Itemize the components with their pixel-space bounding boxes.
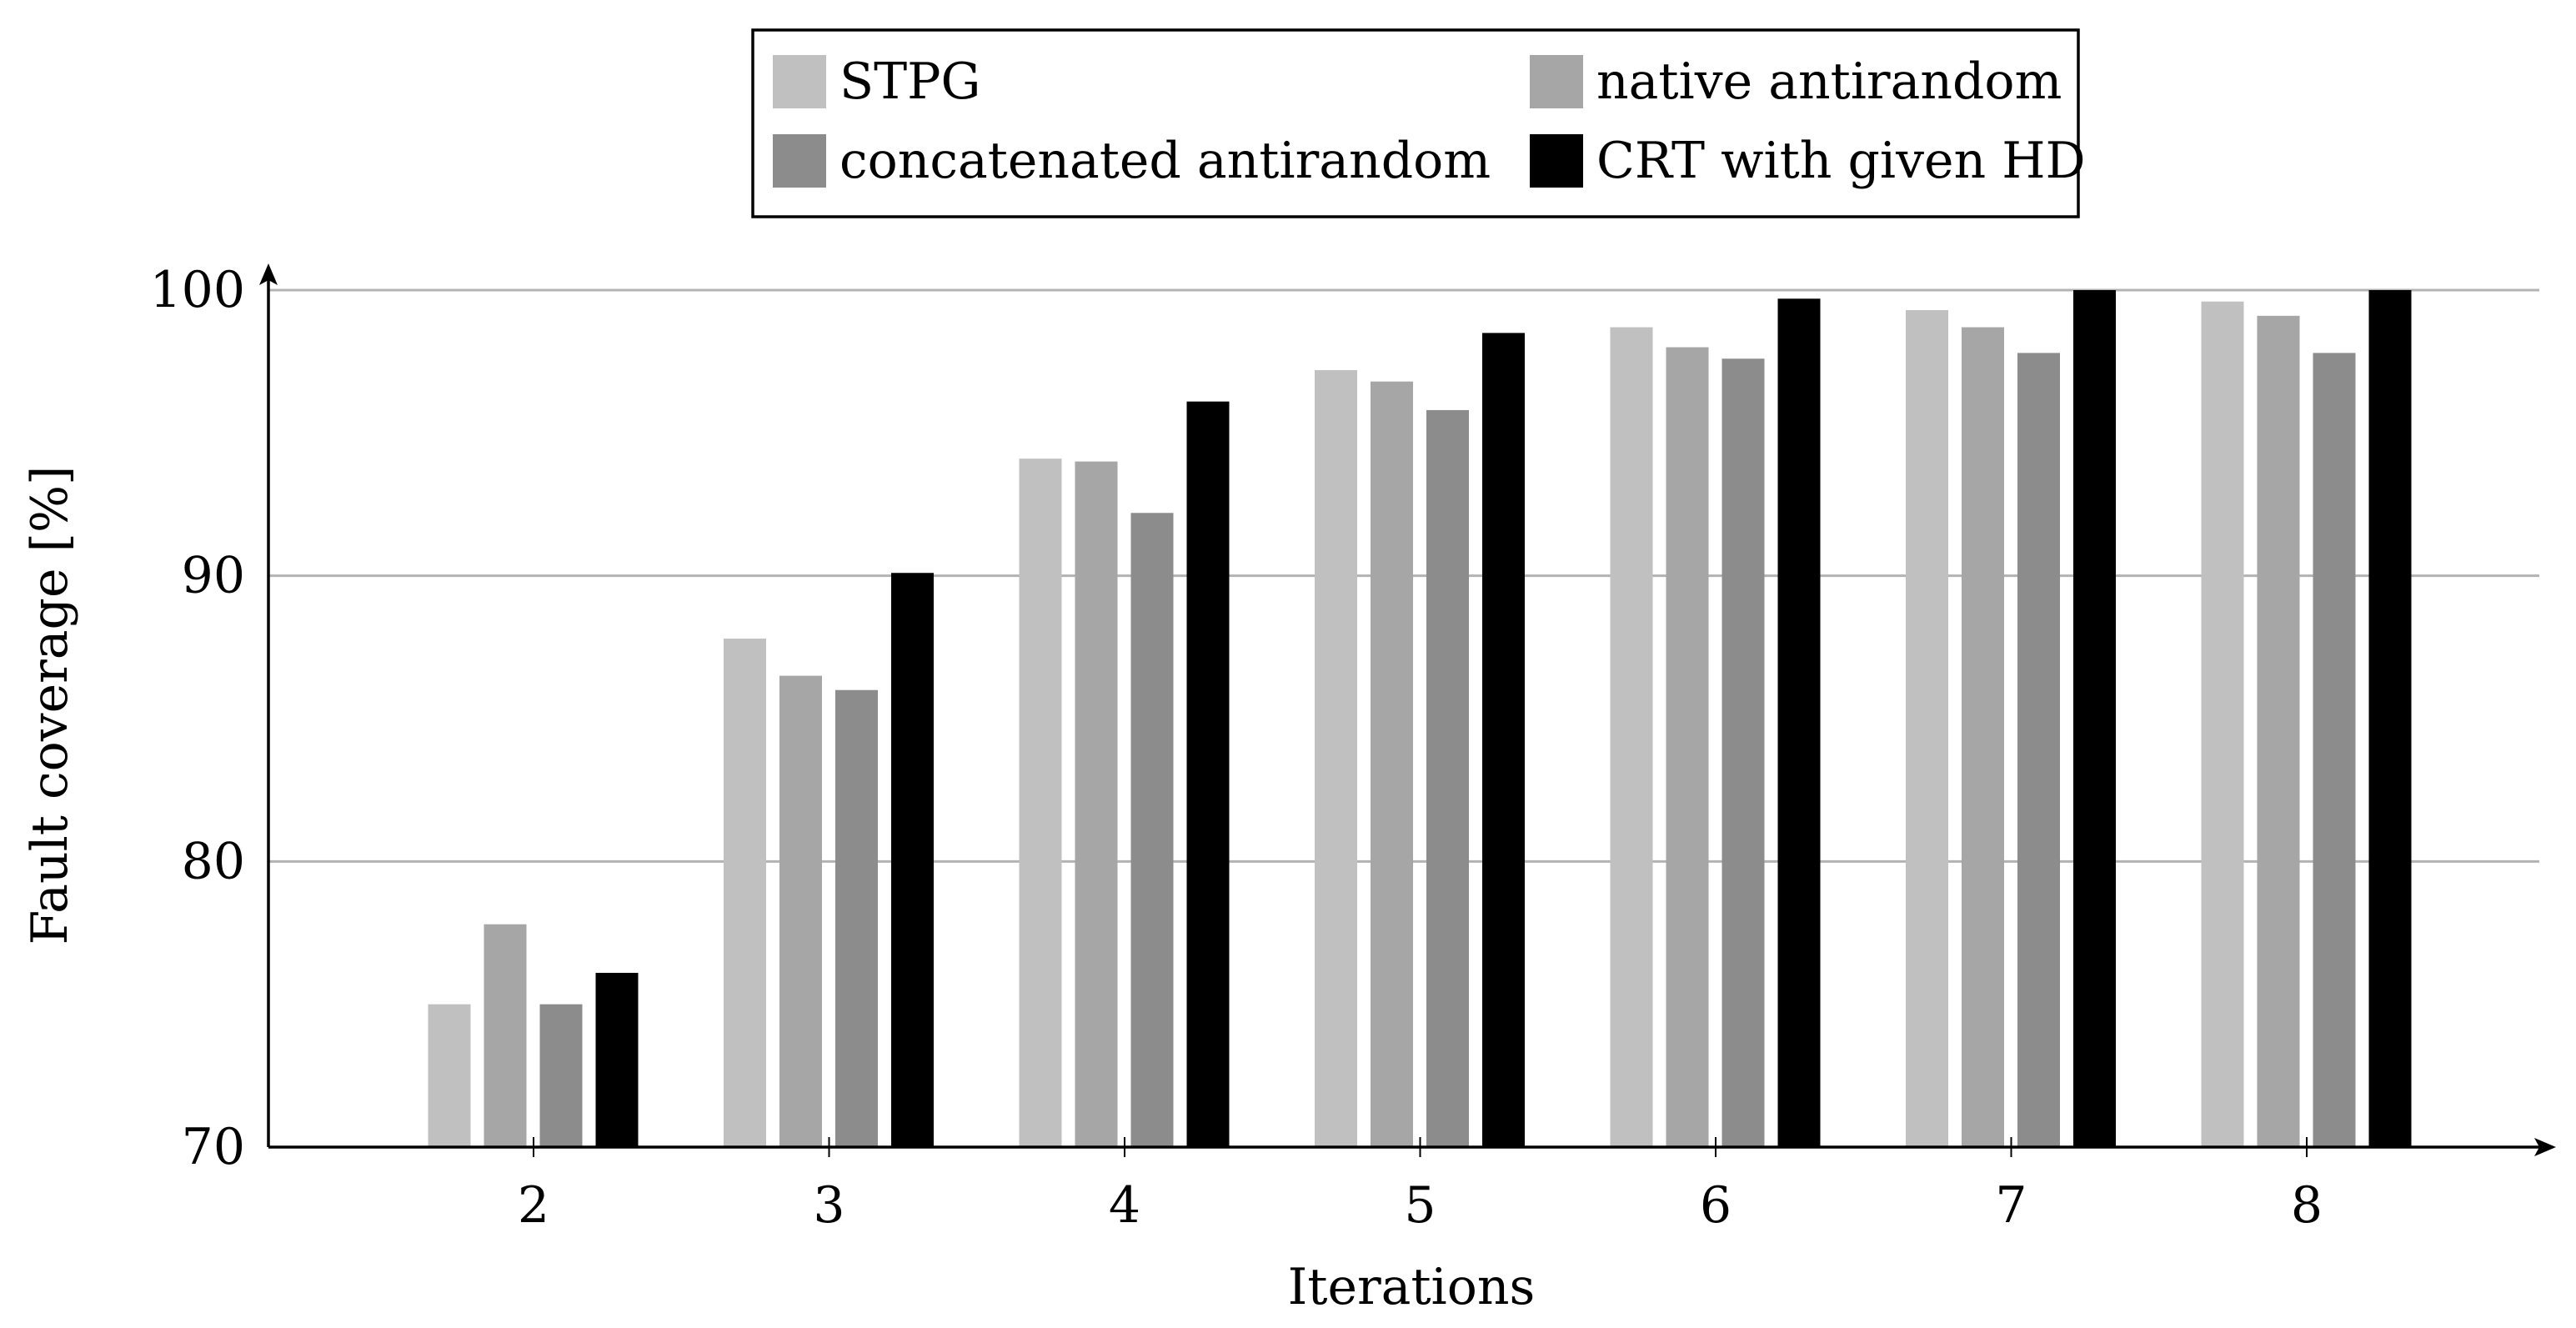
bar	[1186, 401, 1230, 1147]
bar	[2201, 301, 2244, 1147]
legend-swatch	[773, 55, 826, 108]
bar	[1962, 327, 2004, 1148]
bar	[2368, 290, 2412, 1147]
bar	[1019, 459, 1062, 1147]
x-tick-label: 5	[1404, 1176, 1436, 1235]
x-tick-label: 4	[1109, 1176, 1140, 1235]
x-tick-label: 2	[518, 1176, 549, 1235]
bar	[1666, 347, 1709, 1147]
legend: STPG native antirandom concatenated antira…	[751, 28, 2086, 218]
y-tick-label: 80	[182, 832, 245, 890]
bar	[1315, 369, 1357, 1147]
bar	[2017, 353, 2060, 1147]
bar	[484, 924, 527, 1147]
x-tick-labels: 2 3 4 5 6 7 8	[518, 1176, 2323, 1235]
bar	[835, 689, 878, 1147]
y-axis-label: Fault coverage [%]	[21, 466, 79, 945]
bar	[2257, 315, 2300, 1148]
y-tick-labels: 70 80 90 100	[149, 261, 245, 1176]
axes	[259, 263, 2556, 1157]
bar	[1075, 461, 1118, 1147]
bar	[428, 1004, 471, 1147]
bar	[724, 639, 766, 1147]
bar	[2073, 290, 2116, 1147]
x-axis-label: Iterations	[1288, 1258, 1536, 1316]
x-tick-label: 7	[1995, 1176, 2027, 1235]
bar	[1722, 358, 1765, 1147]
bar	[2313, 353, 2356, 1147]
bar	[539, 1004, 583, 1147]
legend-swatch	[773, 134, 826, 188]
legend-label: STPG	[839, 53, 980, 111]
y-axis-arrow	[259, 263, 278, 285]
x-tick-label: 8	[2291, 1176, 2323, 1235]
bar	[595, 972, 639, 1147]
legend-swatch	[1530, 55, 1583, 108]
bar	[1130, 513, 1174, 1147]
bar	[1426, 409, 1469, 1147]
y-tick-label: 90	[182, 547, 245, 605]
bar	[1777, 298, 1821, 1147]
x-tick-label: 6	[1700, 1176, 1732, 1235]
x-axis-arrow	[2534, 1138, 2556, 1156]
bar	[891, 573, 934, 1147]
x-tick-label: 3	[813, 1176, 844, 1235]
legend-box	[751, 28, 2080, 218]
legend-label: CRT with given HD	[1596, 132, 2086, 190]
legend-swatch	[1530, 134, 1583, 188]
y-tick-label: 70	[182, 1118, 245, 1176]
y-tick-label: 100	[149, 261, 245, 319]
bar	[1482, 333, 1525, 1147]
bar	[1906, 309, 1948, 1147]
bar	[1610, 327, 1653, 1148]
bar	[779, 675, 822, 1147]
legend-label: concatenated antirandom	[839, 132, 1491, 190]
legend-label: native antirandom	[1596, 53, 2062, 111]
bars	[428, 290, 2412, 1148]
bar	[1371, 381, 1413, 1147]
